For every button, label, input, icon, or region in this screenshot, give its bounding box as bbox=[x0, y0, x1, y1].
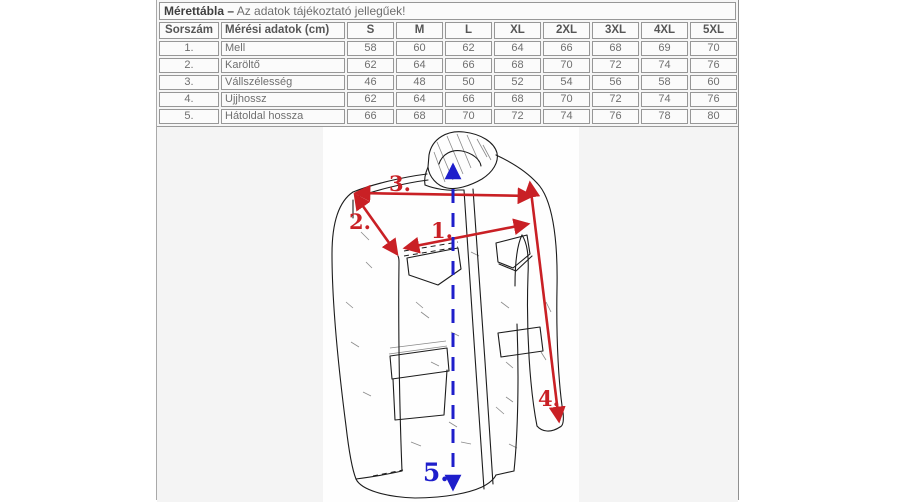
chest-arrow-label: 1. bbox=[431, 218, 453, 243]
measure-name-cell: Mell bbox=[221, 41, 345, 56]
table-title: Mérettábla – Az adatok tájékoztató jelle… bbox=[159, 2, 736, 20]
size-value-cell: 48 bbox=[396, 75, 443, 90]
size-value-cell: 52 bbox=[494, 75, 541, 90]
size-value-cell: 60 bbox=[690, 75, 737, 90]
row-number-cell: 3. bbox=[159, 75, 219, 90]
row-number-cell: 4. bbox=[159, 92, 219, 107]
size-value-cell: 58 bbox=[641, 75, 688, 90]
size-value-cell: 64 bbox=[396, 58, 443, 73]
sleeve-length-arrow bbox=[523, 180, 566, 424]
content-panel: Mérettábla – Az adatok tájékoztató jelle… bbox=[156, 0, 739, 502]
size-value-cell: 72 bbox=[494, 109, 541, 124]
column-header-4xl: 4XL bbox=[641, 22, 688, 39]
size-value-cell: 68 bbox=[396, 109, 443, 124]
back-length-arrow-label: 5. bbox=[423, 458, 449, 487]
size-value-cell: 66 bbox=[445, 58, 492, 73]
size-value-cell: 69 bbox=[641, 41, 688, 56]
size-value-cell: 64 bbox=[494, 41, 541, 56]
row-number-cell: 1. bbox=[159, 41, 219, 56]
table-row: 3. Vállszélesség 46 48 50 52 54 56 58 60 bbox=[159, 75, 737, 90]
size-value-cell: 56 bbox=[592, 75, 639, 90]
size-value-cell: 72 bbox=[592, 92, 639, 107]
row-number-cell: 2. bbox=[159, 58, 219, 73]
size-value-cell: 68 bbox=[592, 41, 639, 56]
measure-name-cell: Hátoldal hossza bbox=[221, 109, 345, 124]
size-value-cell: 66 bbox=[347, 109, 394, 124]
table-title-bold: Mérettábla – bbox=[164, 4, 235, 18]
size-value-cell: 78 bbox=[641, 109, 688, 124]
size-value-cell: 76 bbox=[690, 92, 737, 107]
measurement-arrows: 3. 2. 1. 4. 5. bbox=[349, 162, 566, 492]
shoulder-arrow-label: 3. bbox=[389, 171, 411, 196]
measure-name-cell: Vállszélesség bbox=[221, 75, 345, 90]
table-row: 4. Ujjhossz 62 64 66 68 70 72 74 76 bbox=[159, 92, 737, 107]
size-value-cell: 68 bbox=[494, 92, 541, 107]
size-value-cell: 62 bbox=[347, 92, 394, 107]
armhole-arrow-label: 2. bbox=[349, 209, 371, 234]
size-value-cell: 70 bbox=[543, 92, 590, 107]
chest-arrow bbox=[402, 218, 531, 254]
size-value-cell: 62 bbox=[445, 41, 492, 56]
measure-name-cell: Ujjhossz bbox=[221, 92, 345, 107]
size-value-cell: 74 bbox=[641, 58, 688, 73]
size-value-cell: 74 bbox=[543, 109, 590, 124]
size-value-cell: 74 bbox=[641, 92, 688, 107]
size-value-cell: 80 bbox=[690, 109, 737, 124]
sleeve-arrow-label: 4. bbox=[538, 386, 560, 411]
size-value-cell: 76 bbox=[592, 109, 639, 124]
size-value-cell: 62 bbox=[347, 58, 394, 73]
column-header-5xl: 5XL bbox=[690, 22, 737, 39]
jacket-diagram-svg: 3. 2. 1. 4. 5. bbox=[323, 127, 579, 502]
table-row: 5. Hátoldal hossza 66 68 70 72 74 76 78 … bbox=[159, 109, 737, 124]
armhole-arrow bbox=[353, 192, 399, 257]
size-value-cell: 66 bbox=[445, 92, 492, 107]
column-header-m: M bbox=[396, 22, 443, 39]
table-row: 1. Mell 58 60 62 64 66 68 69 70 bbox=[159, 41, 737, 56]
column-header-l: L bbox=[445, 22, 492, 39]
size-value-cell: 70 bbox=[543, 58, 590, 73]
column-header-2xl: 2XL bbox=[543, 22, 590, 39]
size-value-cell: 72 bbox=[592, 58, 639, 73]
column-header-xl: XL bbox=[494, 22, 541, 39]
measure-name-cell: Karöltő bbox=[221, 58, 345, 73]
row-number-cell: 5. bbox=[159, 109, 219, 124]
table-title-note: Az adatok tájékoztató jellegűek! bbox=[234, 4, 406, 18]
column-header-meresi-adatok: Mérési adatok (cm) bbox=[221, 22, 345, 39]
size-value-cell: 68 bbox=[494, 58, 541, 73]
jacket-measurement-diagram: 3. 2. 1. 4. 5. bbox=[157, 126, 738, 502]
size-value-cell: 50 bbox=[445, 75, 492, 90]
size-table: Mérettábla – Az adatok tájékoztató jelle… bbox=[157, 0, 738, 126]
table-row: 2. Karöltő 62 64 66 68 70 72 74 76 bbox=[159, 58, 737, 73]
column-header-s: S bbox=[347, 22, 394, 39]
size-value-cell: 58 bbox=[347, 41, 394, 56]
column-header-3xl: 3XL bbox=[592, 22, 639, 39]
size-value-cell: 70 bbox=[690, 41, 737, 56]
size-value-cell: 66 bbox=[543, 41, 590, 56]
scan-background bbox=[323, 127, 579, 502]
table-header-row: Sorszám Mérési adatok (cm) S M L XL 2XL … bbox=[159, 22, 737, 39]
size-value-cell: 60 bbox=[396, 41, 443, 56]
size-value-cell: 54 bbox=[543, 75, 590, 90]
size-value-cell: 70 bbox=[445, 109, 492, 124]
size-value-cell: 76 bbox=[690, 58, 737, 73]
column-header-sorszam: Sorszám bbox=[159, 22, 219, 39]
size-value-cell: 64 bbox=[396, 92, 443, 107]
size-value-cell: 46 bbox=[347, 75, 394, 90]
